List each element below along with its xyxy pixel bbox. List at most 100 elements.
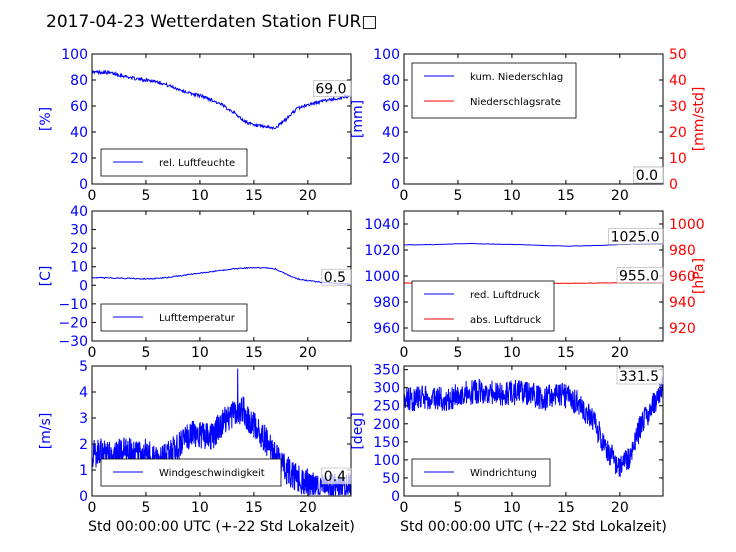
y-tick-label: 350 bbox=[373, 363, 400, 379]
legend-entry: red. Luftdruck bbox=[470, 290, 540, 301]
y-tick-label: 0 bbox=[391, 177, 400, 193]
x-axis-label: Std 00:00:00 UTC (+-22 Std Lokalzeit) bbox=[400, 519, 667, 535]
legend-entry: Niederschlagsrate bbox=[470, 97, 561, 108]
legend: rel. Luftfeuchte bbox=[100, 148, 248, 177]
x-tick-label: 15 bbox=[245, 345, 263, 361]
x-tick-label: 0 bbox=[400, 345, 409, 361]
y-tick-label: 40 bbox=[70, 125, 88, 141]
plot-area bbox=[92, 69, 351, 131]
y-tick-label: 5 bbox=[79, 359, 88, 375]
x-tick-label: 10 bbox=[503, 188, 521, 204]
x-tick-label: 15 bbox=[557, 345, 575, 361]
value-annotation: 331.5 bbox=[616, 367, 664, 385]
legend-entry: Lufttemperatur bbox=[159, 313, 236, 324]
annotation-box bbox=[321, 268, 352, 286]
y-tick-label: 2 bbox=[79, 437, 88, 453]
annotation-text: 955.0 bbox=[619, 269, 659, 285]
y-tick-label: 980 bbox=[373, 295, 400, 311]
y2-tick-label: 940 bbox=[669, 295, 696, 311]
y-axis-label: [mm] bbox=[350, 100, 366, 138]
y-tick-label: 0 bbox=[79, 177, 88, 193]
y-tick-label: 4 bbox=[79, 385, 88, 401]
series-line-1 bbox=[92, 69, 351, 131]
y-tick-label: 80 bbox=[382, 73, 400, 89]
series-line-1 bbox=[404, 376, 663, 477]
x-tick-label: 20 bbox=[611, 500, 629, 516]
x-tick-label: 10 bbox=[191, 345, 209, 361]
annotation-text: 69.0 bbox=[315, 82, 346, 98]
x-tick-label: 20 bbox=[611, 345, 629, 361]
value-annotation: 69.0 bbox=[313, 80, 352, 98]
x-tick-label: 5 bbox=[141, 500, 150, 516]
x-tick-label: 0 bbox=[400, 188, 409, 204]
x-tick-label: 15 bbox=[245, 500, 263, 516]
y-tick-label: 100 bbox=[373, 453, 400, 469]
x-tick-label: 5 bbox=[453, 500, 462, 516]
panel-pressure: 0 5 10 15 20 960 980 1000 1020 1040 920 940 960 980 10… bbox=[364, 210, 707, 361]
annotation-text: 0.0 bbox=[636, 168, 658, 184]
annotation-box bbox=[633, 166, 664, 184]
plot-frame bbox=[403, 365, 664, 497]
y-tick-label: 200 bbox=[373, 417, 400, 433]
legend-box bbox=[411, 62, 577, 119]
series-line-1 bbox=[92, 266, 351, 286]
x-tick-label: 20 bbox=[299, 345, 317, 361]
panel-precip: 0 5 10 15 20 0 20 40 60 80 100 0 10 20 30 40 50 [mm] [mm/s… bbox=[350, 47, 707, 204]
y-tick-label: 100 bbox=[61, 47, 88, 63]
y2-tick-label: 50 bbox=[669, 47, 687, 63]
x-tick-label: 20 bbox=[299, 188, 317, 204]
annotation-box bbox=[313, 80, 352, 97]
y-axis-label: [m/s] bbox=[38, 413, 54, 450]
y-tick-label: 3 bbox=[79, 411, 88, 427]
legend: Lufttemperatur bbox=[100, 303, 248, 332]
legend-entry: kum. Niederschlag bbox=[470, 72, 563, 83]
annotation-box bbox=[616, 267, 664, 284]
x-tick-label: 5 bbox=[453, 345, 462, 361]
x-tick-label: 10 bbox=[503, 500, 521, 516]
y-tick-label: 80 bbox=[70, 73, 88, 89]
y-tick-label: 0 bbox=[391, 489, 400, 505]
y-tick-label: 40 bbox=[382, 125, 400, 141]
x-tick-label: 0 bbox=[88, 500, 97, 516]
plot-frame bbox=[91, 53, 352, 185]
legend-box bbox=[411, 280, 555, 332]
legend: Windgeschwindigkeit bbox=[100, 458, 282, 487]
panel-temperature: 0 5 10 15 20 −30 −20 −10 0 10 20 30 40 [C] Lufttempera… bbox=[38, 204, 352, 361]
value-annotation: 0.5 bbox=[321, 268, 352, 286]
x-tick-label: 20 bbox=[611, 188, 629, 204]
value-annotation: 1025.0 bbox=[608, 228, 664, 246]
y-tick-label: 20 bbox=[70, 241, 88, 257]
y-tick-label: 50 bbox=[382, 471, 400, 487]
y-tick-label: −10 bbox=[58, 297, 88, 313]
figure-title: 2017-04-23 Wetterdaten Station FUR□ bbox=[46, 12, 377, 32]
annotation-text: 0.4 bbox=[324, 469, 346, 485]
y-tick-label: 10 bbox=[70, 260, 88, 276]
annotation-box bbox=[321, 467, 352, 485]
x-tick-label: 5 bbox=[141, 188, 150, 204]
y-tick-label: 40 bbox=[70, 204, 88, 220]
y-tick-label: 1 bbox=[79, 463, 88, 479]
x-tick-label: 10 bbox=[191, 500, 209, 516]
legend: Windrichtung bbox=[411, 458, 551, 487]
annotation-box bbox=[608, 228, 664, 245]
value-annotation: 0.4 bbox=[321, 467, 352, 485]
plot-frame bbox=[91, 365, 352, 497]
x-tick-label: 0 bbox=[400, 500, 409, 516]
legend: kum. Niederschlag Niederschlagsrate bbox=[411, 62, 577, 119]
y-tick-label: 1000 bbox=[364, 269, 400, 285]
x-tick-label: 15 bbox=[557, 500, 575, 516]
annotation-text: 331.5 bbox=[619, 369, 659, 385]
y-tick-label: 0 bbox=[79, 278, 88, 294]
y-tick-label: 60 bbox=[70, 99, 88, 115]
y2-tick-label: 980 bbox=[669, 243, 696, 259]
legend-entry: Windgeschwindigkeit bbox=[159, 468, 265, 479]
panel-wind: 0 5 10 15 20 0 1 2 3 4 5 [m/s] Std 00:00:00 UTC (+-2… bbox=[38, 359, 355, 535]
x-tick-label: 15 bbox=[245, 188, 263, 204]
annotation-text: 1025.0 bbox=[611, 230, 660, 246]
y2-tick-label: 10 bbox=[669, 151, 687, 167]
y2-tick-label: 0 bbox=[669, 177, 678, 193]
x-axis-label: Std 00:00:00 UTC (+-22 Std Lokalzeit) bbox=[88, 519, 355, 535]
y-tick-label: −20 bbox=[58, 315, 88, 331]
y-axis-label: [deg] bbox=[350, 412, 366, 449]
x-tick-label: 10 bbox=[503, 345, 521, 361]
